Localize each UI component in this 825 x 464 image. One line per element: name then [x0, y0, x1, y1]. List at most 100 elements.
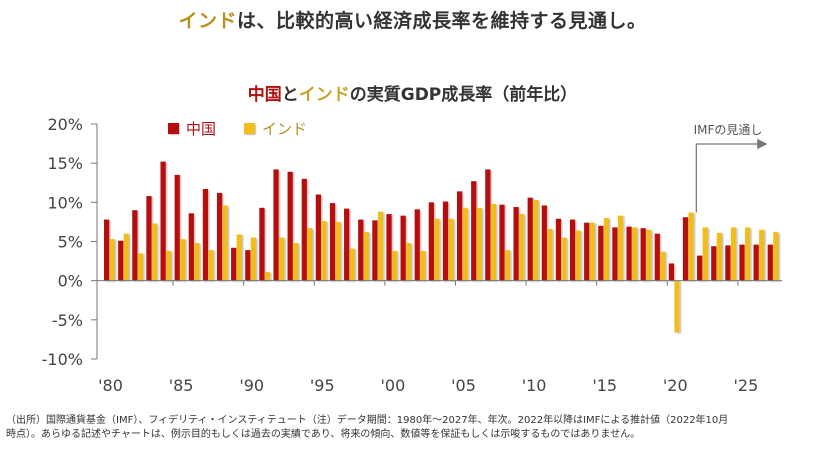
bar-china-2018: [640, 228, 646, 281]
headline-rest: は、比較的高い経済成長率を維持する見通し。: [237, 10, 647, 32]
bar-china-1992: [273, 169, 279, 281]
bar-china-2020: [668, 263, 674, 281]
bar-india-2012: [561, 237, 567, 281]
bar-china-2016: [612, 227, 618, 281]
bar-india-1990: [250, 237, 256, 281]
bar-india-2015: [603, 218, 609, 281]
x-tick-label: '95: [310, 376, 335, 395]
headline: インドは、比較的高い経済成長率を維持する見通し。: [0, 6, 825, 33]
axes-layer: -10% -5% 0% 5% 10% 15% 20% '80 '85 '90 '95 '00 '05 '1…: [42, 115, 782, 395]
forecast-arrow-icon: [695, 138, 768, 213]
bar-china-2017: [626, 226, 632, 281]
x-tick-label: '05: [451, 376, 476, 395]
y-tick-label: 10%: [47, 193, 83, 212]
bar-india-2021: [688, 212, 694, 281]
bar-india-2005: [462, 207, 468, 281]
x-tick-label: '15: [592, 376, 617, 395]
bar-china-2021: [682, 217, 689, 281]
bar-china-1982: [132, 210, 138, 281]
bar-china-2019: [654, 233, 660, 281]
legend-label-india: インド: [262, 120, 308, 138]
x-tick-label: '80: [98, 376, 123, 395]
bar-china-1999: [372, 220, 378, 281]
chart-title: 中国とインドの実質GDP成長率（前年比）: [0, 80, 825, 105]
legend-item-china: 中国: [168, 118, 216, 139]
bar-china-2006: [471, 181, 477, 281]
bar-china-2004: [442, 201, 449, 281]
bar-india-2002: [420, 250, 426, 281]
bar-china-1991: [259, 207, 265, 281]
bar-india-2025: [745, 227, 751, 281]
bar-india-1985: [180, 239, 186, 281]
chart-title-china: 中国: [247, 85, 282, 105]
bar-china-1981: [118, 240, 124, 281]
bar-india-2007: [490, 203, 497, 281]
bar-india-2027: [773, 232, 779, 281]
bar-china-2000: [386, 214, 392, 281]
x-tick-label: '25: [734, 376, 759, 395]
headline-highlight: インド: [178, 10, 237, 32]
bar-india-1994: [307, 228, 313, 281]
bar-china-1986: [188, 213, 194, 281]
bar-china-1983: [146, 196, 152, 281]
bar-china-1995: [315, 194, 321, 281]
bar-india-2020: [674, 280, 680, 333]
bar-china-2014: [584, 222, 590, 281]
x-tick-label: '85: [169, 376, 194, 395]
bar-china-2015: [598, 225, 604, 281]
bar-india-1992: [279, 237, 285, 281]
bar-china-1988: [216, 192, 223, 281]
y-tick-label: 20%: [47, 115, 83, 134]
bar-india-1998: [363, 232, 369, 281]
bar-china-1980: [104, 219, 110, 281]
y-tick-label: 15%: [47, 154, 83, 173]
bar-india-1993: [293, 243, 299, 281]
bar-china-2025: [739, 244, 745, 281]
bar-india-2018: [646, 229, 652, 281]
bar-china-1994: [301, 178, 307, 281]
y-tick-label: -10%: [42, 350, 83, 369]
bar-india-2011: [547, 228, 553, 281]
bar-china-2012: [555, 218, 562, 281]
bar-china-2003: [428, 202, 434, 281]
bar-india-1980: [109, 239, 115, 281]
bar-china-2026: [753, 244, 759, 281]
bar-india-2022: [702, 227, 708, 281]
y-tick-label: -5%: [52, 311, 83, 330]
chart-title-india: インド: [298, 85, 350, 105]
bar-india-1989: [236, 234, 242, 281]
chart-title-and: と: [281, 85, 299, 105]
bar-china-2011: [541, 205, 547, 281]
bar-india-1984: [166, 250, 172, 281]
legend-swatch-india: [244, 123, 256, 134]
forecast-annotation: IMFの見通し: [694, 123, 768, 213]
y-tick-label: 0%: [58, 272, 83, 291]
footnote: （出所）国際通貨基金（IMF）、フィデリティ・インスティテュート（注）データ期間…: [6, 414, 821, 442]
bar-china-2024: [725, 245, 731, 281]
bar-china-1993: [287, 171, 293, 281]
legend-item-india: インド: [244, 118, 307, 139]
bar-india-1991: [264, 272, 271, 281]
bar-india-1999: [377, 211, 384, 281]
bar-china-1996: [329, 203, 336, 281]
bar-india-1995: [321, 221, 327, 281]
bar-china-2005: [457, 191, 463, 281]
bar-china-2001: [400, 215, 406, 281]
bar-china-1990: [245, 250, 251, 281]
footnote-line-2: 時点）。あらゆる記述やチャートは、例示目的もしくは過去の実績であり、将来の傾向、…: [6, 429, 641, 440]
bar-india-2006: [476, 207, 482, 281]
x-tick-label: '90: [239, 376, 264, 395]
bar-china-2013: [569, 219, 576, 281]
bar-china-2008: [499, 204, 505, 281]
bar-china-1998: [358, 219, 364, 281]
bar-india-1987: [208, 250, 214, 281]
legend-swatch-china: [168, 123, 179, 134]
bar-india-2010: [533, 199, 539, 281]
y-tick-label: 5%: [58, 233, 83, 252]
bar-india-2023: [716, 232, 722, 281]
chart-title-rest: の実質GDP成長率（前年比）: [349, 85, 578, 105]
gdp-growth-chart: -10% -5% 0% 5% 10% 15% 20% '80 '85 '90 '95 '00 '05 '1…: [42, 115, 782, 395]
bar-india-1997: [349, 248, 355, 281]
bar-china-2022: [697, 255, 703, 281]
bar-china-2027: [767, 244, 773, 281]
